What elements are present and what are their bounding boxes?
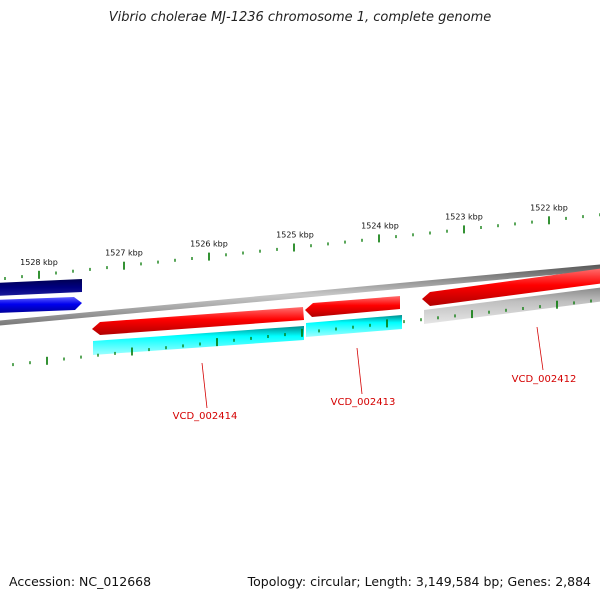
outer-ruler-labels: 1528 kbp 1527 kbp 1526 kbp 1525 kbp 1524 kbp… — [20, 203, 568, 266]
ruler-label: 1527 kbp — [105, 249, 143, 258]
gene-label: VCD_002412 — [512, 374, 577, 385]
ruler-label: 1522 kbp — [530, 203, 568, 212]
inner-ruler-ticks — [12, 299, 592, 367]
ruler-label: 1525 kbp — [276, 230, 314, 239]
map-title: Vibrio cholerae MJ-1236 chromosome 1, co… — [108, 10, 492, 25]
outer-ruler-ticks — [4, 213, 600, 280]
genome-backbone — [0, 264, 600, 326]
ruler-label: 1528 kbp — [20, 258, 58, 267]
ruler-label: 1524 kbp — [361, 221, 399, 230]
leader-line-vcd-002412 — [536, 326, 544, 371]
gene-label: VCD_002414 — [173, 411, 238, 422]
genome-summary-text: Topology: circular; Length: 3,149,584 bp… — [247, 574, 591, 589]
track-grey-segment — [424, 287, 600, 324]
track-cyan-segment-2 — [306, 315, 402, 337]
gene-vcd-002412-arrow — [422, 268, 600, 306]
leader-line-vcd-002413 — [356, 347, 363, 395]
gene-vcd-002414-arrow — [92, 307, 304, 335]
forward-cds-navy — [0, 279, 82, 296]
leader-line-vcd-002414 — [201, 362, 208, 409]
accession-text: Accession: NC_012668 — [9, 574, 152, 589]
forward-cds-blue-arrow — [0, 297, 82, 313]
gene-vcd-002413-arrow — [305, 296, 400, 317]
track-cyan-segment-1 — [93, 326, 304, 355]
ruler-label: 1526 kbp — [190, 240, 228, 249]
ruler-label: 1523 kbp — [445, 212, 483, 221]
gene-label: VCD_002413 — [331, 397, 396, 408]
